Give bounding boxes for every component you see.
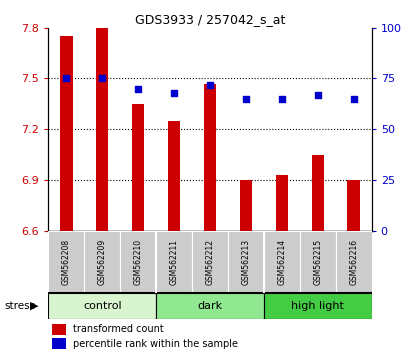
Bar [96, 28, 108, 231]
Text: ▶: ▶ [30, 301, 39, 311]
Bar [168, 121, 180, 231]
Point [350, 96, 357, 102]
Text: GSM562216: GSM562216 [349, 239, 358, 285]
Bar [60, 36, 73, 231]
Point [63, 76, 70, 81]
Text: stress: stress [4, 301, 35, 311]
Text: GSM562215: GSM562215 [313, 239, 322, 285]
Bar [300, 231, 336, 293]
Bar [52, 324, 66, 335]
Bar [204, 84, 216, 231]
Bar [347, 180, 360, 231]
Bar [156, 231, 192, 293]
Text: GSM562213: GSM562213 [241, 239, 250, 285]
Title: GDS3933 / 257042_s_at: GDS3933 / 257042_s_at [135, 13, 285, 27]
Text: transformed count: transformed count [73, 324, 163, 335]
Point [99, 76, 105, 81]
Text: dark: dark [197, 301, 223, 311]
Bar [48, 231, 84, 293]
Bar [156, 293, 264, 319]
Point [171, 90, 177, 96]
Bar [264, 293, 372, 319]
Point [278, 96, 285, 102]
Point [135, 86, 142, 91]
Bar [48, 293, 156, 319]
Text: GSM562214: GSM562214 [277, 239, 286, 285]
Point [243, 96, 249, 102]
Bar [276, 175, 288, 231]
Text: control: control [83, 301, 121, 311]
Point [315, 92, 321, 98]
Bar [84, 231, 120, 293]
Bar [52, 338, 66, 349]
Bar [228, 231, 264, 293]
Bar [336, 231, 372, 293]
Bar [132, 104, 144, 231]
Text: GSM562211: GSM562211 [170, 239, 178, 285]
Text: GSM562210: GSM562210 [134, 239, 143, 285]
Bar [120, 231, 156, 293]
Bar [264, 231, 300, 293]
Text: percentile rank within the sample: percentile rank within the sample [73, 339, 238, 349]
Text: GSM562209: GSM562209 [98, 239, 107, 285]
Text: GSM562212: GSM562212 [205, 239, 215, 285]
Text: GSM562208: GSM562208 [62, 239, 71, 285]
Text: high light: high light [291, 301, 344, 311]
Bar [240, 180, 252, 231]
Bar [312, 155, 324, 231]
Point [207, 82, 213, 87]
Bar [192, 231, 228, 293]
